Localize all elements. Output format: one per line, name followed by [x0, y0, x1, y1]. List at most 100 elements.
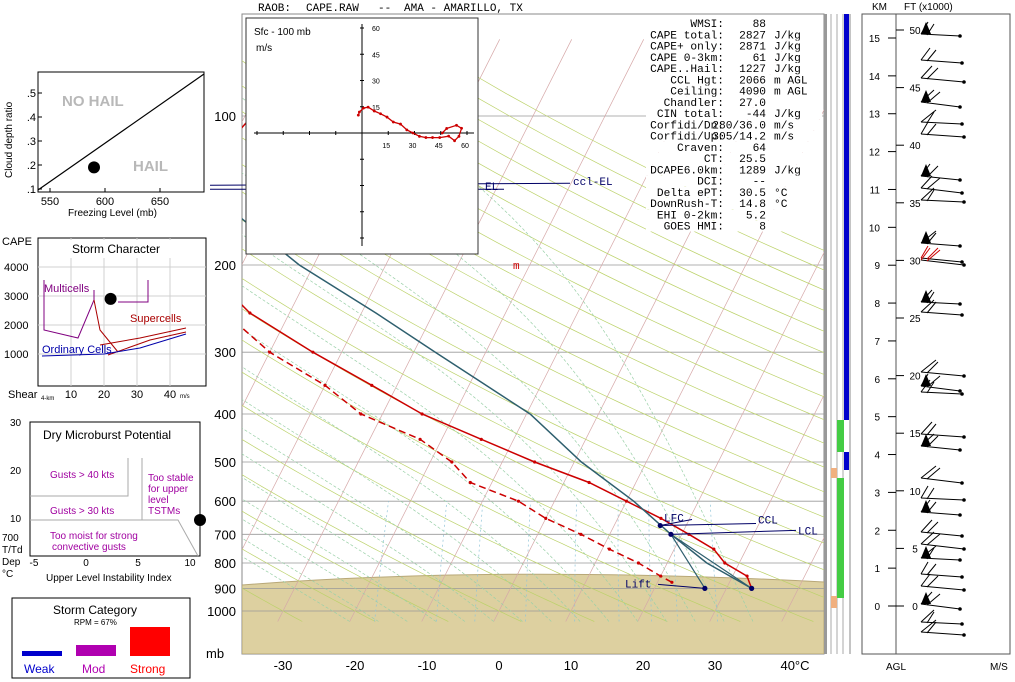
ft-tick-label: 35	[909, 199, 921, 210]
strong-bar	[130, 627, 170, 656]
ft-tick-label: 45	[909, 84, 921, 95]
pressure-tick-label: 900	[214, 581, 236, 596]
wind-barb-dot	[958, 513, 962, 517]
hail-ytick: .4	[27, 112, 36, 124]
hodograph-point	[445, 127, 449, 130]
wind-barb-shaft	[920, 77, 965, 83]
temperature-tick-label: 20	[636, 658, 650, 673]
storm-ytick: 1000	[4, 349, 28, 361]
profile-point	[268, 350, 272, 354]
profile-point	[607, 547, 612, 551]
hodograph-point	[405, 128, 409, 132]
level-marker	[668, 531, 674, 537]
km-tick-label: 11	[870, 185, 881, 196]
wind-barb-feather	[920, 247, 931, 261]
microburst-moist-text: Too moist for strong	[50, 531, 138, 542]
km-tick-label: 1	[874, 564, 880, 575]
shear-sub: 4-km	[41, 396, 54, 402]
wind-barb-dot	[958, 302, 962, 306]
km-tick-label: 2	[874, 526, 880, 537]
storm-xtick: 30	[131, 389, 143, 401]
dry-adiabat	[245, 39, 824, 353]
index-key: CIN total:	[657, 109, 724, 121]
index-row-bg	[646, 141, 822, 153]
hodograph-ring-label: 30	[372, 79, 380, 86]
wind-barb-dot	[958, 448, 962, 452]
wind-barb-feather	[920, 485, 929, 499]
dry-adiabat	[242, 163, 824, 468]
moist-adiabat	[242, 427, 523, 622]
moist-adiabat	[242, 285, 638, 622]
index-unit: J/kg	[774, 42, 801, 54]
index-value: 2871	[739, 42, 766, 54]
hail-label: HAIL	[133, 158, 168, 175]
wind-barb-dot	[962, 547, 966, 551]
hail-xtick: 600	[96, 196, 114, 208]
index-key: WMSI:	[690, 19, 724, 31]
wind-barb-feather	[926, 521, 939, 534]
ft-tick-label: 10	[909, 487, 921, 498]
profile-point	[670, 580, 674, 584]
profile-point	[624, 499, 629, 503]
wind-barb-feather	[920, 187, 935, 201]
wind-barb-pennant	[921, 290, 931, 302]
wind-barb-pennant	[921, 500, 931, 512]
header-sep: --	[378, 3, 391, 15]
rpm-label: RPM = 67%	[74, 618, 117, 627]
index-row-bg	[646, 63, 822, 74]
dry-adiabat	[242, 371, 741, 622]
pressure-tick-label: 500	[214, 455, 236, 470]
index-key: CAPE total:	[650, 30, 724, 42]
hodograph-point	[457, 134, 461, 138]
hodograph-point	[411, 131, 415, 135]
ft-tick-label: 25	[909, 314, 921, 325]
pressure-tick-label: 300	[214, 345, 236, 360]
km-label: KM	[872, 2, 887, 13]
index-value: 8	[759, 222, 766, 234]
moist-adiabat	[242, 518, 408, 622]
wind-barb-dot	[962, 263, 966, 267]
index-row-bg	[646, 29, 822, 41]
wind-barb-dot	[958, 389, 962, 393]
level-bars	[824, 14, 851, 654]
index-value: 27.0	[739, 98, 766, 110]
km-tick-label: 8	[874, 299, 880, 310]
index-key: Ceiling:	[670, 87, 724, 99]
hail-xlabel: Freezing Level (mb)	[68, 208, 157, 219]
pressure-unit-label: mb	[206, 646, 224, 661]
microburst-xtick: 0	[83, 558, 89, 569]
dry-adiabat	[242, 510, 449, 622]
microburst-stable-text: level	[148, 495, 169, 506]
storm-category-panel: Storm Category RPM = 67% Weak Mod Strong	[11, 597, 191, 679]
wind-barb-dot	[960, 122, 964, 126]
lfc-leader	[660, 519, 693, 527]
temperature-tick-label: -30	[274, 658, 293, 673]
wind-barb-dot	[960, 61, 964, 65]
index-value: 2827	[739, 30, 766, 42]
dry-adiabat	[242, 404, 668, 622]
index-value: 88	[753, 19, 766, 31]
index-unit: °C	[774, 188, 788, 200]
wind-barb-feather	[926, 423, 937, 436]
pressure-tick-label: 100	[214, 109, 236, 124]
wind-barb-pennant	[921, 90, 931, 102]
hodograph-trace	[357, 106, 463, 142]
index-key: Corfidi/Up:	[650, 132, 724, 144]
wind-barb-dot	[960, 575, 964, 579]
hail-panel: NO HAIL HAIL .5 .4 .3 .2 .1 550 600 650 Cloud …	[4, 71, 205, 219]
index-value: 2066	[739, 75, 766, 87]
km-tick-label: 10	[869, 223, 881, 234]
temperature-tick-label: 0	[495, 658, 502, 673]
index-key: CCL Hgt:	[670, 75, 724, 87]
index-value: 280/36.0	[712, 120, 766, 132]
hodograph-point	[453, 139, 456, 143]
profile-point	[311, 350, 315, 354]
m-label: m	[513, 261, 520, 273]
storm-xtick: 20	[98, 389, 110, 401]
microburst-stable-text: Too stable	[148, 473, 194, 484]
temperature-tick-label: -20	[346, 658, 365, 673]
hodograph-point	[438, 136, 442, 139]
hodograph-ring-label: 30	[409, 143, 417, 150]
wind-barb-pennant	[921, 374, 931, 386]
wind-barb-feather	[920, 379, 931, 393]
